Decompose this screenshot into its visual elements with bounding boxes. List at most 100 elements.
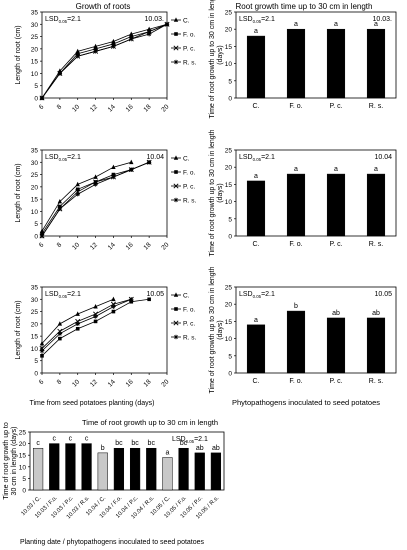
legend-label: C. — [183, 156, 190, 163]
legend-label: P. c. — [183, 46, 195, 53]
significance-letter: c — [53, 436, 57, 443]
legend: C. F. o. P. c. R. s. — [171, 17, 197, 67]
y-tick-label: 10 — [31, 71, 39, 78]
left-x-axis-title: Time from seed potatoes planting (days) — [29, 400, 154, 407]
planting-date-label: 10.04 — [374, 154, 392, 161]
x-tick-label: 8 — [56, 241, 64, 249]
significance-letter: b — [294, 303, 298, 310]
data-point — [111, 164, 116, 169]
lsd-label: LSD0.05=2.1 — [239, 154, 275, 162]
y-tick-label: 5 — [34, 221, 38, 228]
y-tick-label: 20 — [31, 184, 39, 191]
data-point — [40, 354, 44, 358]
y-tick-label: 30 — [31, 297, 39, 304]
data-point — [93, 314, 98, 319]
planting-date-label: 10.03. — [145, 16, 165, 23]
y-tick-label: 20 — [31, 321, 39, 328]
line-panel-growth-1003: 0 5 10 15 20 25 30 35 6 8 10 12 14 16 18 20 Length of ro… — [15, 10, 197, 114]
lsd-label: LSD0.05=2.1 — [239, 16, 275, 24]
significance-letter: a — [334, 21, 338, 28]
y-tick-label: 35 — [31, 148, 39, 155]
y-tick-label: 5 — [34, 358, 38, 365]
data-point — [93, 49, 98, 54]
legend-label: R. s. — [183, 198, 197, 205]
significance-letter: b — [101, 445, 105, 452]
series-line-2 — [41, 298, 132, 349]
category-label: C. — [253, 241, 260, 248]
y-tick-label: 0 — [22, 488, 26, 495]
y-axis-title: 30 cm in length (days) — [11, 427, 18, 496]
legend-marker — [173, 292, 179, 297]
data-point — [57, 71, 63, 76]
bar — [162, 457, 173, 491]
legend-marker — [173, 17, 179, 22]
x-tick-label: 20 — [160, 103, 170, 113]
significance-letter: ab — [332, 310, 340, 317]
data-point — [39, 348, 45, 354]
y-axis-title: Length of root (cm) — [15, 163, 22, 222]
y-tick-label: 35 — [31, 285, 39, 292]
lsd-label: LSD0.05=2.1 — [45, 16, 81, 24]
x-tick-label: 6 — [38, 378, 46, 386]
data-point — [129, 34, 134, 39]
y-tick-label: 25 — [19, 430, 27, 437]
right-x-axis-title: Phytopathogens inoculated to seed potato… — [232, 398, 380, 407]
data-point — [111, 296, 116, 302]
bar — [178, 447, 189, 491]
series-line-0 — [41, 23, 168, 99]
legend-label: F. o. — [183, 170, 195, 177]
bottom-x-axis-title: Planting date / phytopathogens inoculate… — [20, 539, 205, 546]
bar — [246, 180, 266, 237]
planting-date-label: 10.04 — [146, 154, 164, 161]
category-label: C. — [253, 103, 260, 110]
y-tick-label: 25 — [225, 10, 233, 17]
y-tick-label: 15 — [225, 319, 233, 326]
data-point — [75, 326, 80, 331]
y-tick-label: 25 — [31, 34, 39, 41]
y-tick-label: 10 — [19, 464, 27, 471]
data-point — [75, 192, 80, 197]
significance-letter: a — [294, 21, 298, 28]
significance-letter: a — [374, 166, 378, 173]
data-point — [111, 304, 116, 309]
data-point — [93, 47, 98, 51]
y-tick-label: 20 — [31, 46, 39, 53]
y-tick-label: 10 — [31, 346, 39, 353]
data-point — [146, 31, 152, 37]
x-tick-label: 8 — [56, 103, 64, 111]
x-tick-label: 18 — [142, 103, 152, 113]
x-tick-label: 18 — [142, 241, 152, 251]
data-point — [75, 321, 80, 327]
y-tick-label: 20 — [225, 165, 233, 172]
significance-letter: ab — [212, 445, 220, 452]
plot-frame — [235, 11, 397, 99]
bar-panel-time-1004: 0 5 10 15 20 25 a C. a F. o. a P. c. a R. s. Time of r… — [209, 129, 397, 256]
legend-marker — [173, 59, 179, 65]
y-tick-label: 5 — [228, 216, 232, 223]
category-label: R. s. — [369, 378, 383, 385]
bar — [246, 324, 266, 374]
planting-date-label: 10.05 — [374, 291, 392, 298]
data-point — [164, 22, 170, 27]
y-tick-label: 15 — [225, 182, 233, 189]
data-point — [57, 321, 63, 326]
legend-label: C. — [183, 293, 190, 300]
lsd-label: LSD0.05=2.1 — [239, 291, 275, 299]
significance-letter: bc — [148, 440, 156, 447]
y-axis-title: (days) — [217, 45, 224, 64]
bar — [366, 28, 386, 99]
data-point — [58, 204, 62, 209]
x-tick-label: 16 — [125, 241, 135, 251]
data-point — [57, 206, 63, 212]
bar — [326, 28, 346, 99]
data-point — [111, 44, 116, 49]
significance-letter: a — [165, 450, 169, 457]
data-point — [58, 336, 62, 341]
x-tick-label: 12 — [89, 378, 99, 388]
y-tick-label: 10 — [225, 336, 233, 343]
data-point — [75, 187, 80, 192]
y-tick-label: 5 — [22, 476, 26, 483]
category-label: F. o. — [289, 103, 302, 110]
data-point — [93, 182, 98, 187]
